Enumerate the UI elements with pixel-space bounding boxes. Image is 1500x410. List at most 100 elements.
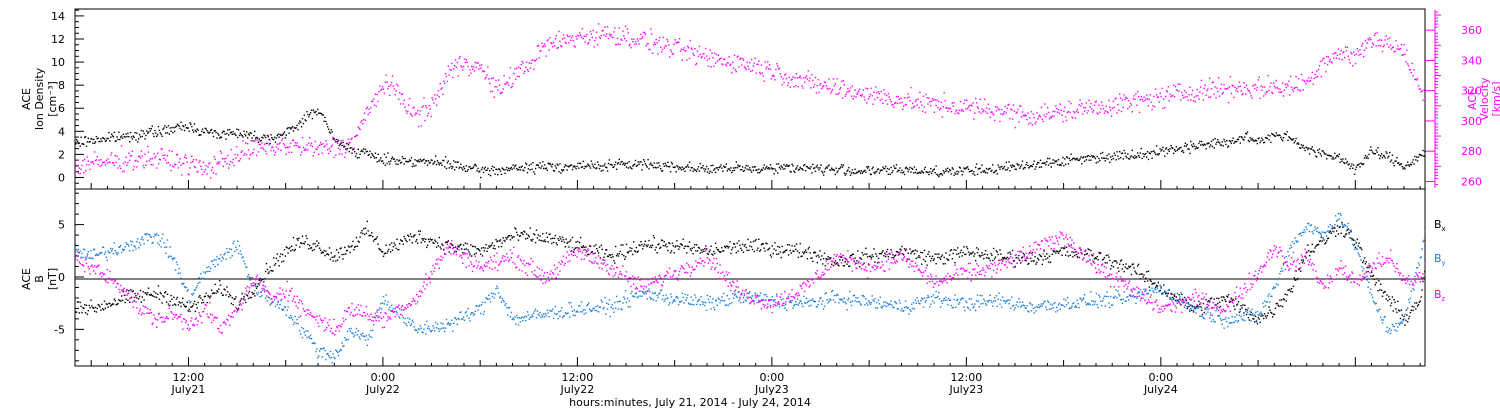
velocity-point [332,136,334,139]
bx-point [227,291,229,293]
velocity-point [1042,120,1044,123]
velocity-point [371,100,373,103]
bx-point [1155,284,1158,287]
by-point [93,248,96,251]
bx-point [1333,227,1335,229]
velocity-point [1058,112,1061,114]
bx-point [758,238,760,240]
density-point [353,148,355,150]
bx-point [564,246,566,248]
by-point [100,252,102,254]
density-point [787,165,790,167]
by-point [182,283,184,285]
bx-point [537,234,539,236]
density-point [1053,162,1055,164]
density-point [1415,159,1417,161]
bx-point [588,253,590,256]
bx-point [321,251,323,253]
velocity-point [994,106,997,108]
velocity-point [216,163,218,165]
by-point [143,243,145,245]
density-point [585,166,587,168]
density-point [1374,153,1376,155]
velocity-point [471,68,474,70]
bx-point [392,246,395,248]
velocity-point [309,137,311,139]
bx-point [1368,267,1370,269]
bx-point [1001,258,1003,261]
density-point [271,137,273,139]
velocity-point [894,101,897,104]
density-point [667,161,669,164]
density-point [1187,148,1189,150]
density-point [420,160,422,162]
density-point [1304,149,1306,152]
velocity-point [935,104,937,107]
density-point [1133,157,1135,159]
velocity-point [183,156,186,158]
velocity-point [752,65,755,67]
velocity-point [1278,91,1280,93]
by-point [258,283,260,285]
velocity-point [126,164,128,166]
velocity-point [815,92,818,94]
density-point [1056,160,1058,162]
bx-point [897,251,899,254]
velocity-point [888,96,890,98]
bx-point [1181,293,1183,295]
bx-point [678,246,681,248]
velocity-point [525,61,528,63]
bx-point [1398,309,1400,311]
bx-point [262,278,264,280]
velocity-point [1230,92,1232,95]
velocity-point [1143,96,1145,98]
velocity-point [168,149,170,152]
density-point [809,168,811,170]
bx-point [203,296,206,298]
density-point [429,161,431,164]
velocity-point [1179,83,1181,85]
bx-point [349,251,351,254]
bx-point [619,250,621,253]
velocity-point [978,111,980,113]
density-point [789,170,791,173]
density-point [1396,156,1398,159]
by-point [198,277,200,279]
density-point [679,167,682,169]
velocity-point [314,140,316,143]
density-point [446,162,449,164]
density-point [1087,154,1089,157]
velocity-point [1220,83,1223,86]
density-point [95,135,98,138]
velocity-point [1353,51,1355,53]
bx-point [674,246,676,248]
velocity-point [858,90,860,92]
density-point [321,114,323,116]
velocity-point [701,55,703,58]
density-point [174,126,177,128]
density-point [729,169,731,172]
velocity-point [710,66,712,68]
velocity-point [998,109,1000,111]
density-point [752,169,755,172]
velocity-point [791,78,793,80]
bx-point [1422,280,1424,283]
velocity-point [861,93,863,96]
bx-point [686,252,688,254]
bx-point [939,258,942,261]
bx-point [1271,312,1273,314]
velocity-point [607,37,610,40]
density-point [701,166,703,169]
bx-point [309,247,312,249]
bx-point [476,248,478,250]
bx-point [731,249,733,251]
density-point [396,159,398,161]
velocity-point [633,38,635,41]
bx-point [485,243,487,246]
density-point [990,170,992,172]
velocity-point [675,41,677,44]
velocity-point [1384,39,1386,41]
bx-point [325,250,327,252]
bx-point [647,244,649,246]
density-point [1405,164,1407,167]
